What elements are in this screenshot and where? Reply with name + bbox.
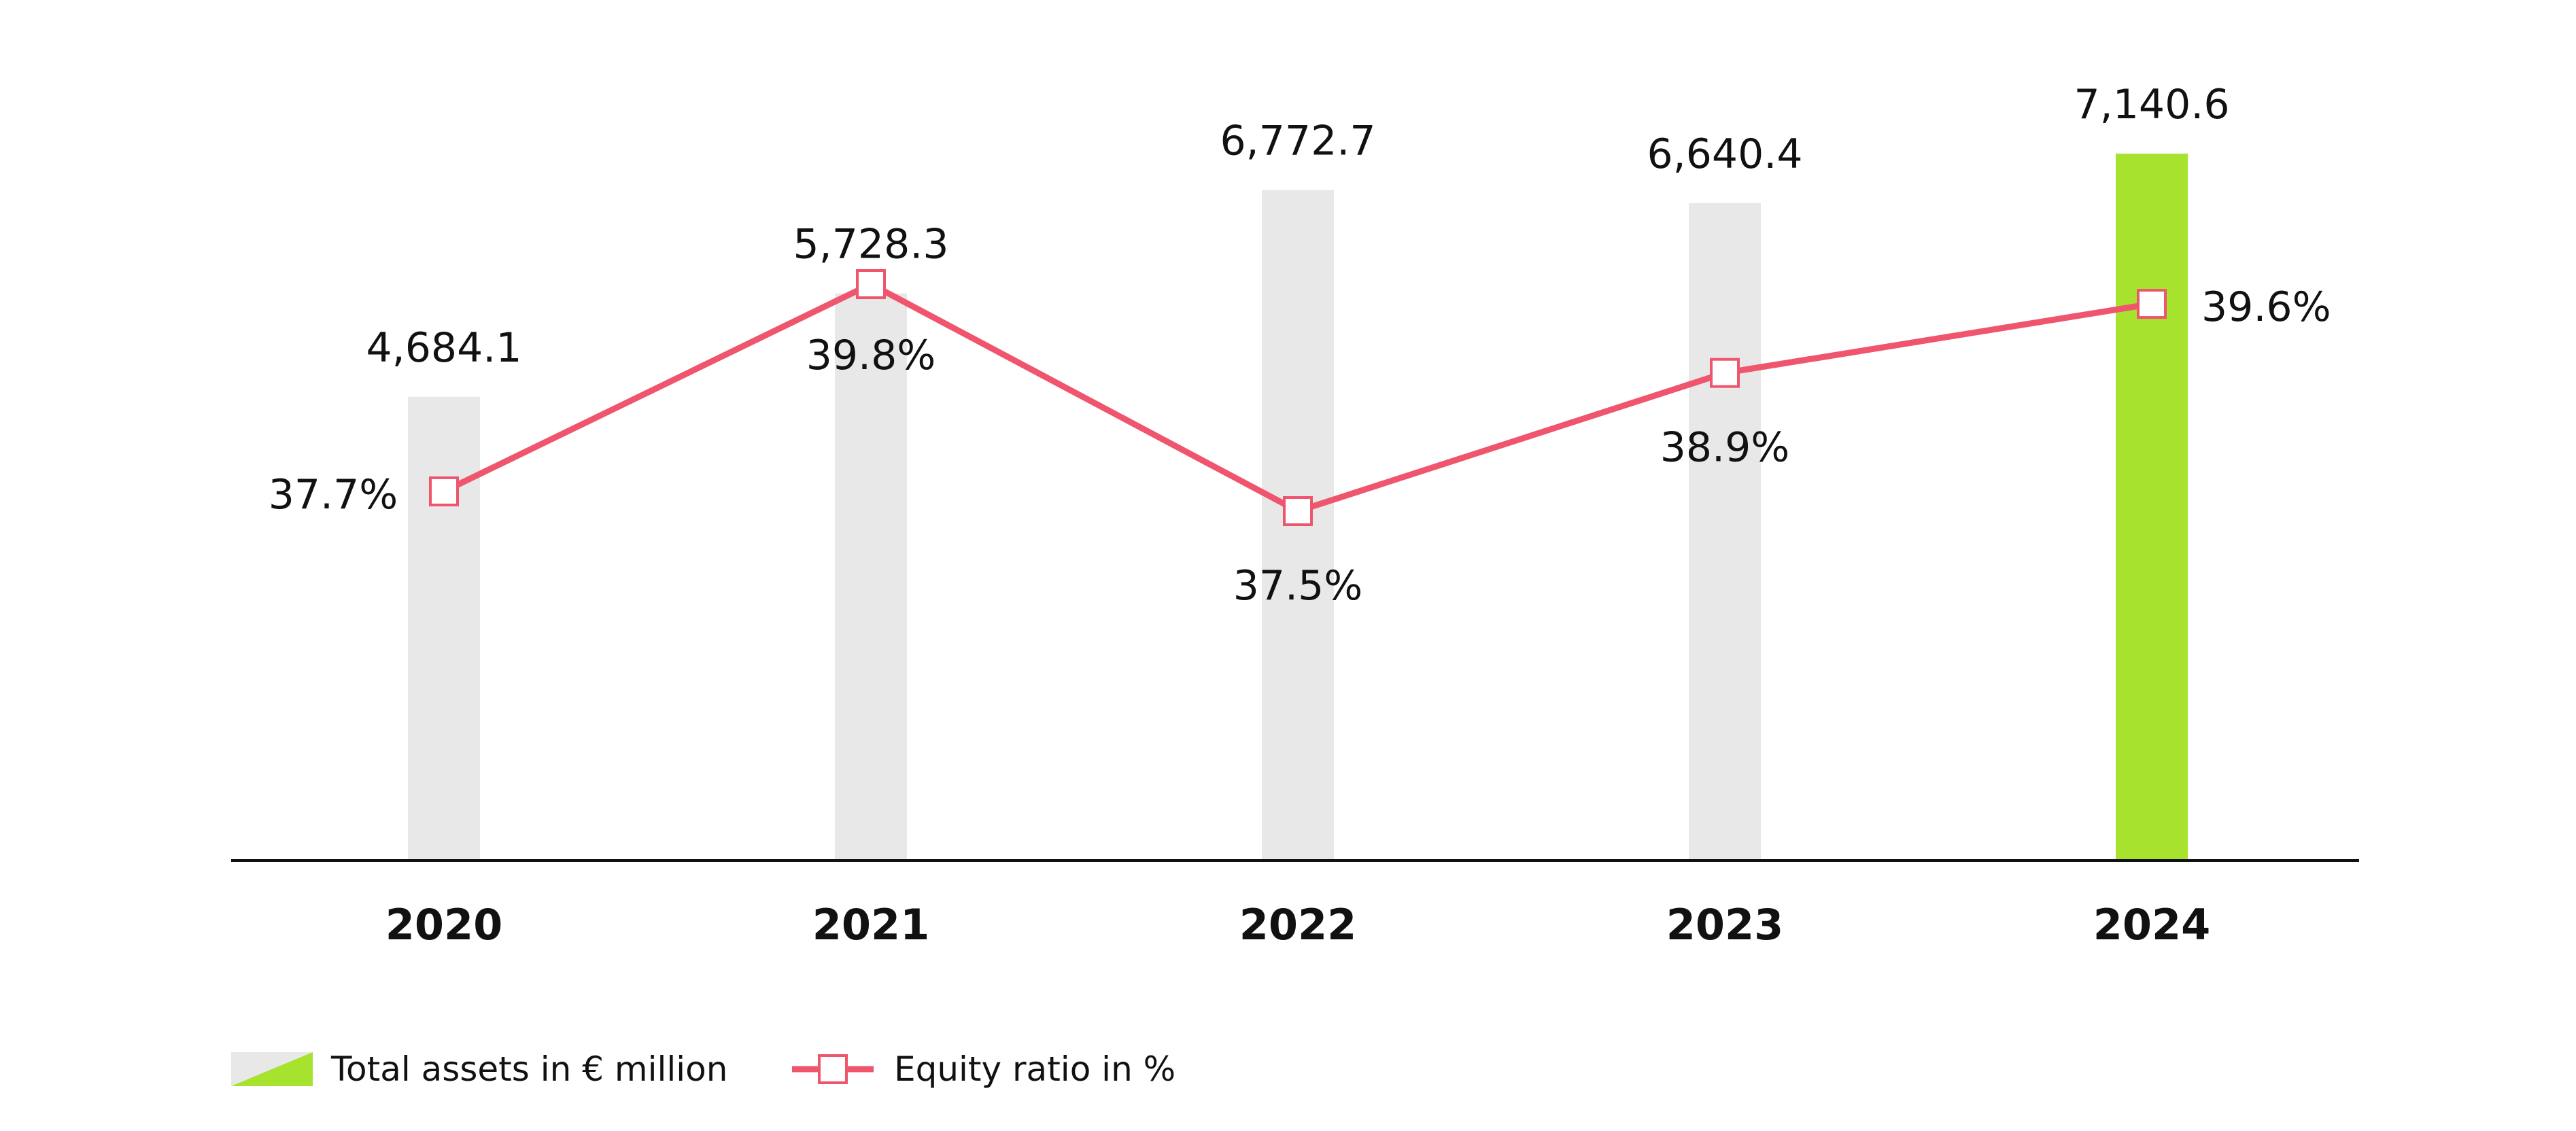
- equity-ratio-label-2023: 38.9%: [1660, 424, 1790, 472]
- bar-value-label-2021: 5,728.3: [793, 221, 948, 268]
- bar-value-label-2022: 6,772.7: [1220, 118, 1375, 165]
- x-tick-label-2020: 2020: [385, 900, 503, 950]
- bar-value-label-2024: 7,140.6: [2074, 81, 2229, 128]
- x-tick-label-2023: 2023: [1666, 900, 1784, 950]
- bar-2024: [2116, 154, 2188, 860]
- legend-label-total-assets: Total assets in € million: [330, 1049, 727, 1089]
- bar-value-label-2023: 6,640.4: [1647, 130, 1802, 178]
- x-tick-label-2021: 2021: [812, 900, 930, 950]
- x-tick-label-2024: 2024: [2093, 900, 2211, 950]
- equity-ratio-marker-2024: [2137, 289, 2167, 319]
- equity-ratio-marker-2021: [856, 269, 886, 299]
- bar-2021: [835, 293, 907, 860]
- equity-ratio-label-2021: 39.8%: [806, 332, 936, 379]
- legend-item-total-assets: Total assets in € million: [231, 1049, 727, 1089]
- equity-ratio-label-2024: 39.6%: [2201, 283, 2331, 331]
- equity-ratio-label-2020: 37.7%: [269, 471, 398, 519]
- equity-ratio-marker-2022: [1283, 496, 1313, 526]
- legend-item-equity-ratio: Equity ratio in %: [792, 1049, 1175, 1089]
- line-series: [429, 269, 2167, 526]
- bars-layer: [408, 154, 2188, 861]
- bar-2023: [1689, 203, 1761, 860]
- equity-ratio-label-2022: 37.5%: [1233, 562, 1363, 610]
- legend-label-equity-ratio: Equity ratio in %: [894, 1049, 1175, 1089]
- x-tick-label-2022: 2022: [1239, 900, 1357, 950]
- equity-ratio-marker-2023: [1710, 358, 1740, 388]
- legend-marker-equity-ratio: [818, 1054, 848, 1084]
- data-labels: 4,684.1 5,728.3 6,772.7 6,640.4 7,140.6 37.7%…: [269, 81, 2331, 610]
- x-tick-labels: 2020 2021 2022 2023 2024: [385, 900, 2211, 950]
- bar-2020: [408, 396, 480, 860]
- bar-value-label-2020: 4,684.1: [366, 324, 521, 372]
- equity-ratio-marker-2020: [429, 476, 459, 506]
- legend-swatch-total-assets-highlight: [231, 1052, 313, 1086]
- legend: Total assets in € million Equity ratio i…: [231, 1049, 1175, 1089]
